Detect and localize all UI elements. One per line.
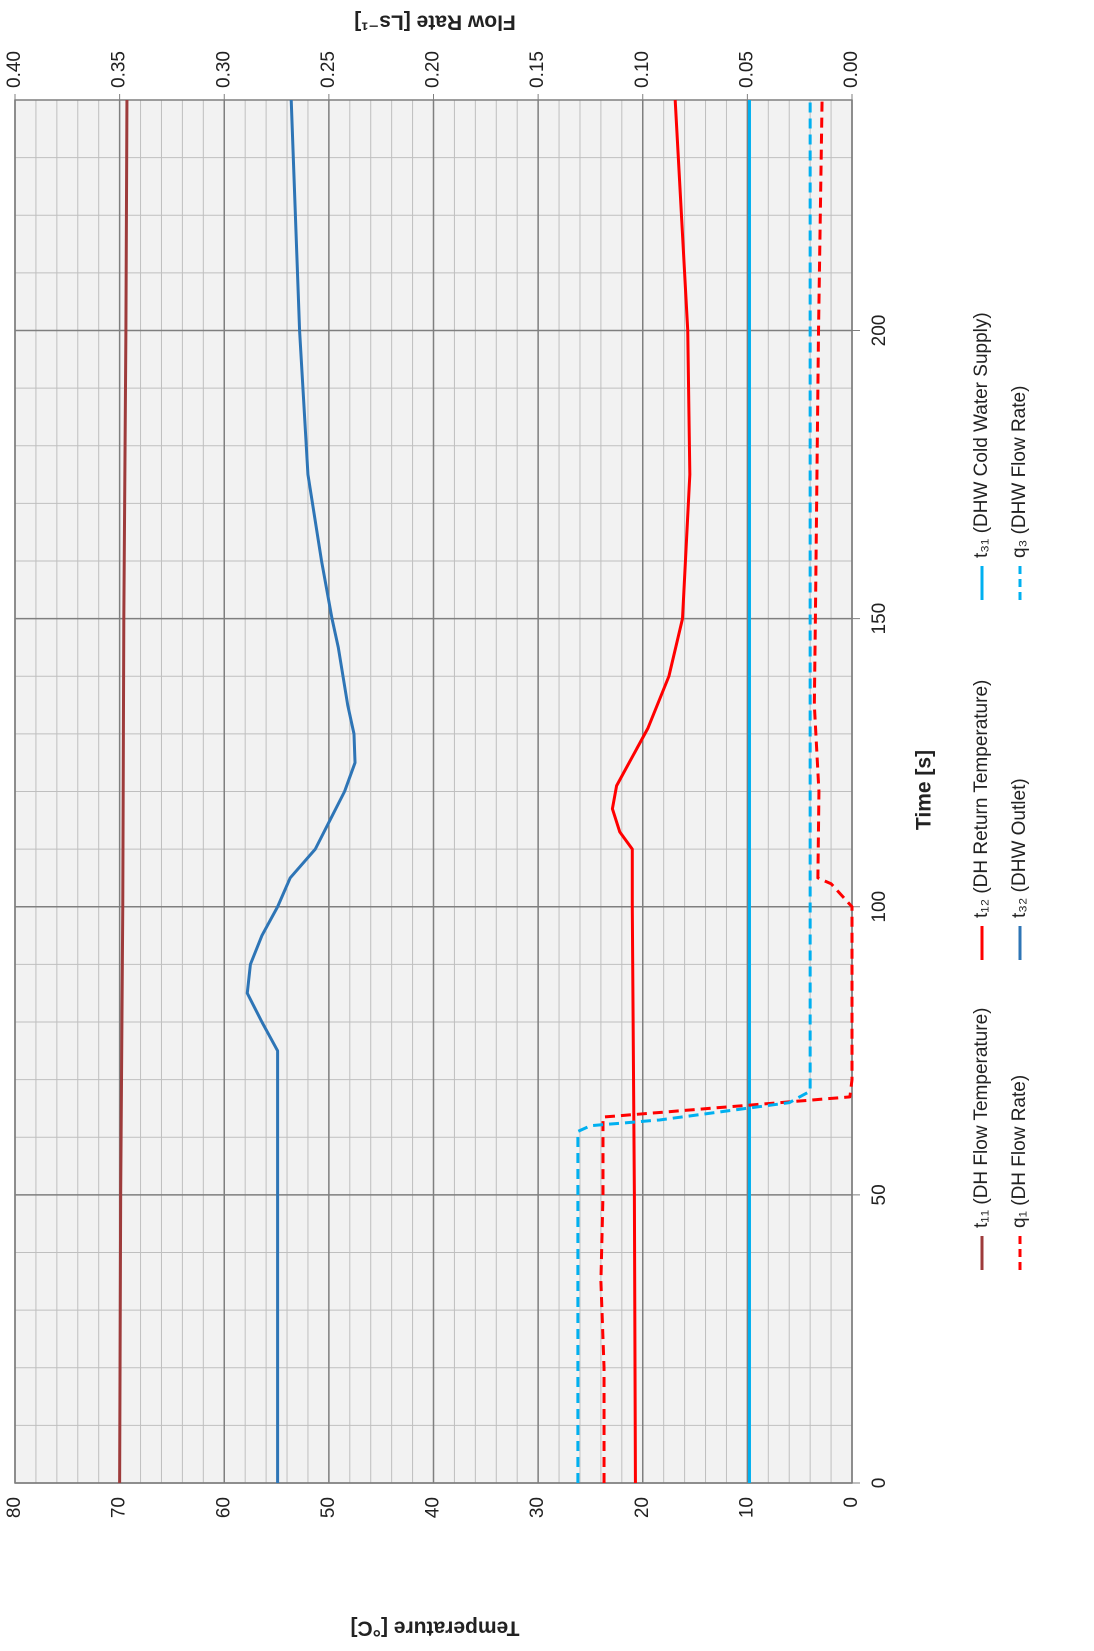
y2-tick-label: 0.25: [318, 51, 339, 88]
y-tick-label: 0: [841, 1497, 862, 1508]
y-tick-label: 70: [109, 1497, 130, 1518]
series-line: [245, 99, 357, 1483]
x-tick-label: 200: [869, 315, 890, 347]
y-tick-label: 20: [632, 1497, 653, 1518]
y2-tick-label: 0.35: [109, 51, 130, 88]
series-line: [610, 99, 692, 1484]
series-line: [118, 99, 129, 1484]
y2-tick-label: 0.20: [423, 51, 444, 88]
legend-label: q₁ (DH Flow Rate): [1009, 1075, 1030, 1228]
y2-tick-label: 0.00: [841, 51, 862, 88]
x-tick-label: 100: [869, 891, 890, 923]
y-tick-label: 40: [423, 1497, 444, 1518]
y-axis-title: Temperature [°C]: [350, 1616, 519, 1639]
legend-label: t₁₁ (DH Flow Temperature): [971, 1008, 992, 1228]
legend-label: t₁₂ (DH Return Temperature): [971, 680, 992, 918]
y-tick-label: 60: [213, 1497, 234, 1518]
series-line: [576, 100, 812, 1483]
y2-tick-label: 0.10: [632, 51, 653, 88]
series-line: [599, 99, 854, 1483]
y-tick-label: 50: [318, 1497, 339, 1518]
legend-label: q₃ (DHW Flow Rate): [1009, 386, 1030, 558]
x-tick-label: 0: [869, 1478, 890, 1489]
y2-tick-label: 0.05: [736, 51, 757, 88]
y2-tick-label: 0.15: [527, 51, 548, 88]
plot-border: [14, 99, 853, 1484]
y-tick-label: 10: [736, 1497, 757, 1518]
x-axis-title: Time [s]: [913, 750, 936, 830]
y2-tick-label: 0.40: [4, 51, 25, 88]
x-tick-label: 50: [869, 1184, 890, 1205]
x-tick-label: 150: [869, 603, 890, 635]
y2-axis-title: Flow Rate [Ls⁻¹]: [354, 10, 516, 33]
legend-label: t₃₁ (DHW Cold Water Supply): [971, 312, 992, 558]
y-tick-label: 80: [4, 1497, 25, 1518]
y2-tick-label: 0.30: [213, 51, 234, 88]
y-tick-label: 30: [527, 1497, 548, 1518]
legend-label: t₃₂ (DHW Outlet): [1009, 778, 1030, 918]
chart-body: Time [s] Temperature [°C] Flow Rate [Ls⁻…: [4, 10, 1030, 1639]
